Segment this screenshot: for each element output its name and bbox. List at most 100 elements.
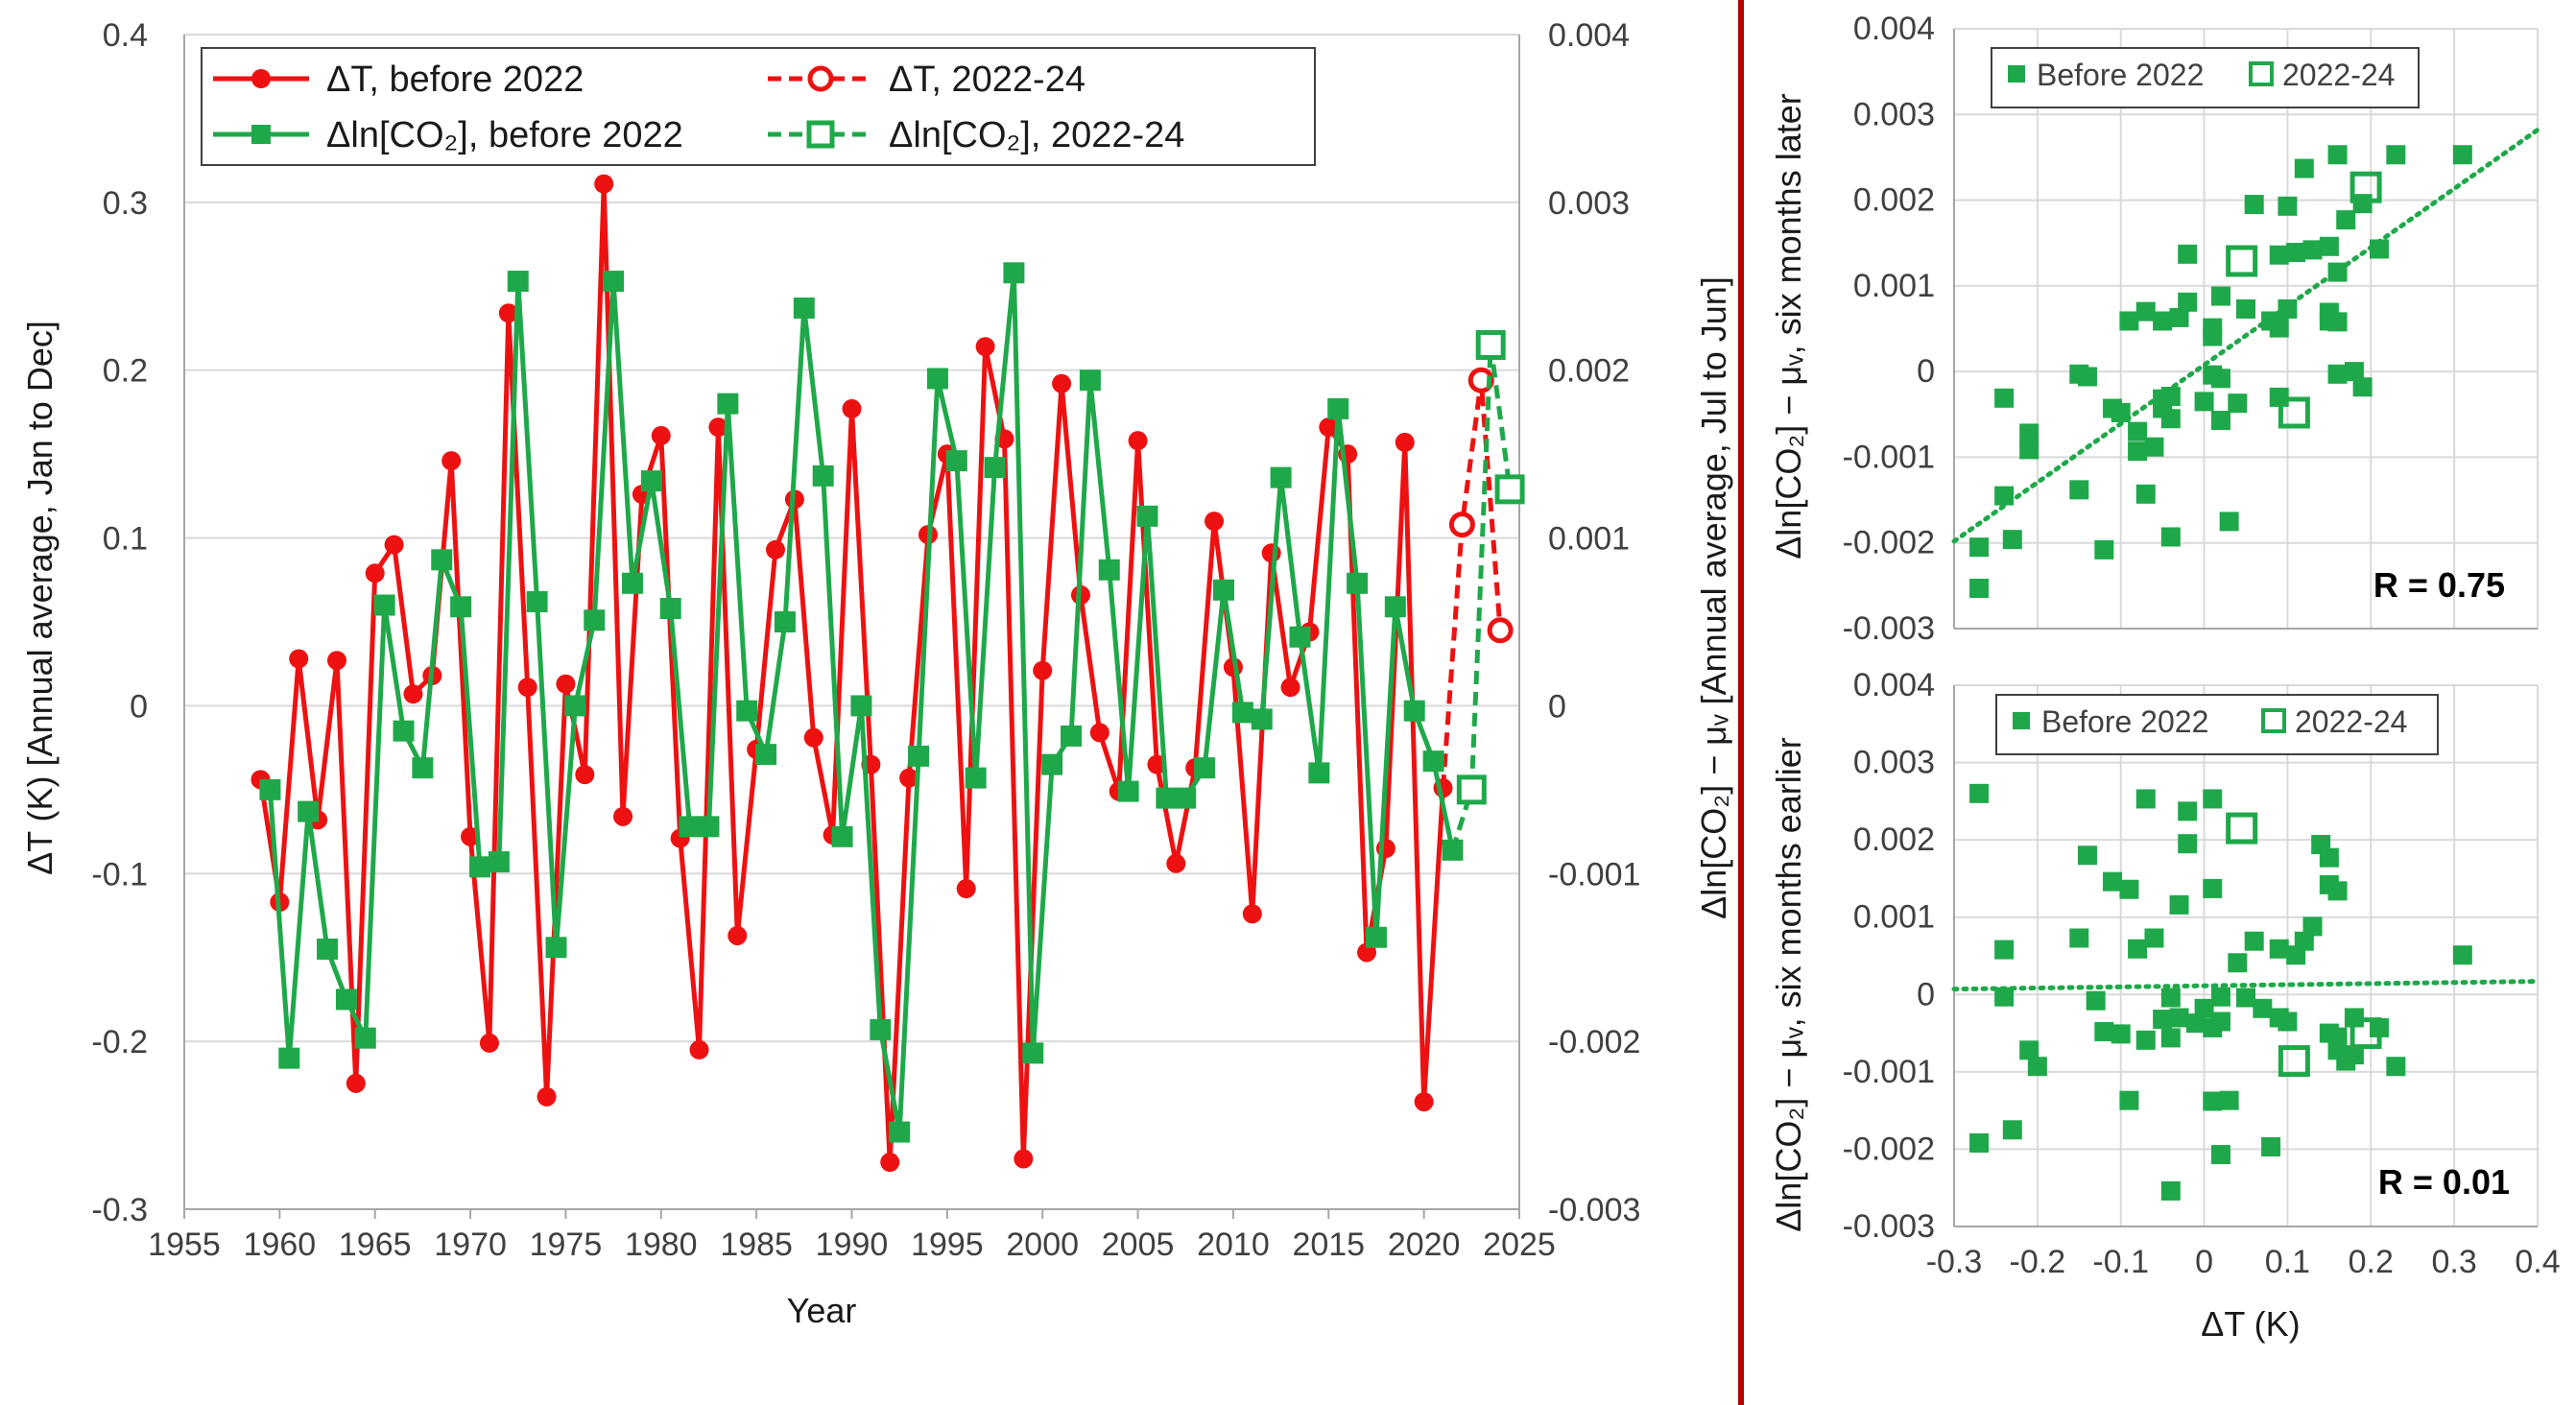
scatter-point <box>2278 298 2298 319</box>
scatter-point <box>2119 879 2139 899</box>
scatter-point <box>2269 245 2289 265</box>
legend-label: Δln[CO₂], before 2022 <box>326 115 683 155</box>
data-point <box>889 1121 911 1143</box>
scatter-point <box>2094 1021 2114 1041</box>
legend-label: Before 2022 <box>2037 58 2204 92</box>
data-point <box>1475 329 1506 360</box>
data-point <box>488 851 510 873</box>
scatter-earlier-marks <box>1951 783 2540 1201</box>
data-point <box>507 271 529 293</box>
x-tick-label: 0.1 <box>2265 1244 2310 1280</box>
data-point <box>1022 1042 1044 1064</box>
data-point <box>1014 1149 1034 1169</box>
legend-entry-co2-2022: Δln[CO₂], 2022-24 <box>768 115 1184 155</box>
data-point <box>1061 725 1083 747</box>
y-tick-label: 0.003 <box>1853 745 1935 781</box>
data-point <box>278 1047 300 1069</box>
data-point <box>689 1039 709 1060</box>
legend-entry-dT-before: ΔT, before 2022 <box>213 60 584 100</box>
scatter-point <box>2236 988 2255 1008</box>
right-y-tick-label: 0.002 <box>1548 353 1630 390</box>
y-tick-label: -0.002 <box>1843 1131 1935 1167</box>
scatter-point <box>2452 945 2472 965</box>
x-tick-label: 1965 <box>339 1226 412 1263</box>
data-point <box>1231 702 1253 724</box>
scatter-later-frame <box>1953 28 2539 630</box>
data-point <box>517 678 537 698</box>
data-point <box>537 1086 557 1107</box>
scatter-point <box>2185 1013 2206 1034</box>
data-point <box>1136 505 1158 527</box>
scatter-point <box>2103 871 2123 892</box>
scatter-point <box>2144 928 2164 948</box>
legend-entry-dT-2022: ΔT, 2022-24 <box>768 60 1085 100</box>
right-y-tick-label: 0.001 <box>1548 521 1630 558</box>
data-point <box>1079 369 1101 392</box>
scatter-point <box>2253 998 2273 1018</box>
scatter-point <box>1994 987 2015 1007</box>
main-legend: ΔT, before 2022 ΔT, 2022-24 Δln[CO₂], be… <box>201 47 1316 166</box>
data-point <box>1205 512 1225 532</box>
right-y-tick-label: -0.002 <box>1548 1024 1640 1060</box>
y-tick-label: 0.001 <box>1853 268 1935 304</box>
scatter-point <box>1994 940 2015 960</box>
x-tick-label: 1955 <box>148 1226 221 1263</box>
data-point <box>1166 853 1186 873</box>
data-point <box>774 611 796 632</box>
x-tick-label: -0.2 <box>2010 1244 2066 1280</box>
scatter-point <box>2344 362 2364 382</box>
scatter-point <box>2219 512 2239 532</box>
scatter-later-marks <box>1951 127 2540 599</box>
data-point <box>393 720 415 742</box>
left-y-tick-label: -0.3 <box>91 1192 148 1228</box>
scatter-point <box>2111 1024 2131 1044</box>
data-point <box>659 598 681 620</box>
data-point <box>1128 431 1148 451</box>
scatter-earlier-legend: Before 2022 2022-24 <box>1995 694 2439 755</box>
scatter-later-panel: 0.0040.0030.0020.0010-0.001-0.002-0.003 … <box>1769 11 2540 647</box>
scatter-point <box>2302 240 2323 260</box>
scatter-point <box>2153 1010 2173 1030</box>
scatter-point <box>2194 998 2214 1018</box>
scatter-point <box>2319 847 2339 868</box>
scatter-point <box>2203 1091 2223 1111</box>
data-point <box>640 470 662 492</box>
data-point <box>908 745 930 767</box>
right-y-tick-label: 0.003 <box>1548 185 1630 222</box>
x-tick-label: 1995 <box>911 1226 984 1263</box>
data-point <box>842 398 862 418</box>
scatter-point <box>2160 527 2181 547</box>
data-point <box>899 768 919 788</box>
main-left-y-ticks: 0.4 0.3 0.2 0.1 0 -0.1 -0.2 -0.3 <box>91 17 148 1228</box>
data-point <box>812 464 834 487</box>
data-point <box>603 271 625 293</box>
series-line <box>1441 377 1503 789</box>
data-point <box>1422 750 1444 773</box>
scatter-point <box>1994 388 2015 408</box>
scatter-point <box>2160 409 2181 429</box>
data-point <box>469 856 491 878</box>
data-point <box>1175 787 1197 809</box>
scatter-point <box>2069 480 2089 500</box>
scatter-point <box>2327 262 2348 282</box>
scatter-point <box>2294 931 2314 951</box>
scatter-point-2022 <box>2226 812 2258 845</box>
left-y-tick-label: -0.2 <box>91 1024 148 1060</box>
scatter-point <box>2327 145 2348 165</box>
right-y-tick-label: 0 <box>1548 688 1566 725</box>
data-point <box>926 368 948 390</box>
data-point <box>708 417 728 438</box>
data-point <box>289 649 309 669</box>
scatter-point <box>2210 369 2230 389</box>
scatter-point <box>2352 194 2373 214</box>
scatter-point <box>2135 484 2156 504</box>
data-point <box>556 674 576 694</box>
data-point <box>575 765 595 785</box>
data-point <box>698 816 720 838</box>
right-y-tick-label: -0.001 <box>1548 856 1640 893</box>
left-y-tick-label: 0.3 <box>103 185 148 222</box>
scatter-point <box>2386 1057 2406 1077</box>
data-point <box>755 744 777 766</box>
main-chart: 1955 1960 1965 1970 1975 1980 1985 1990 1995 2000… <box>20 17 1733 1330</box>
